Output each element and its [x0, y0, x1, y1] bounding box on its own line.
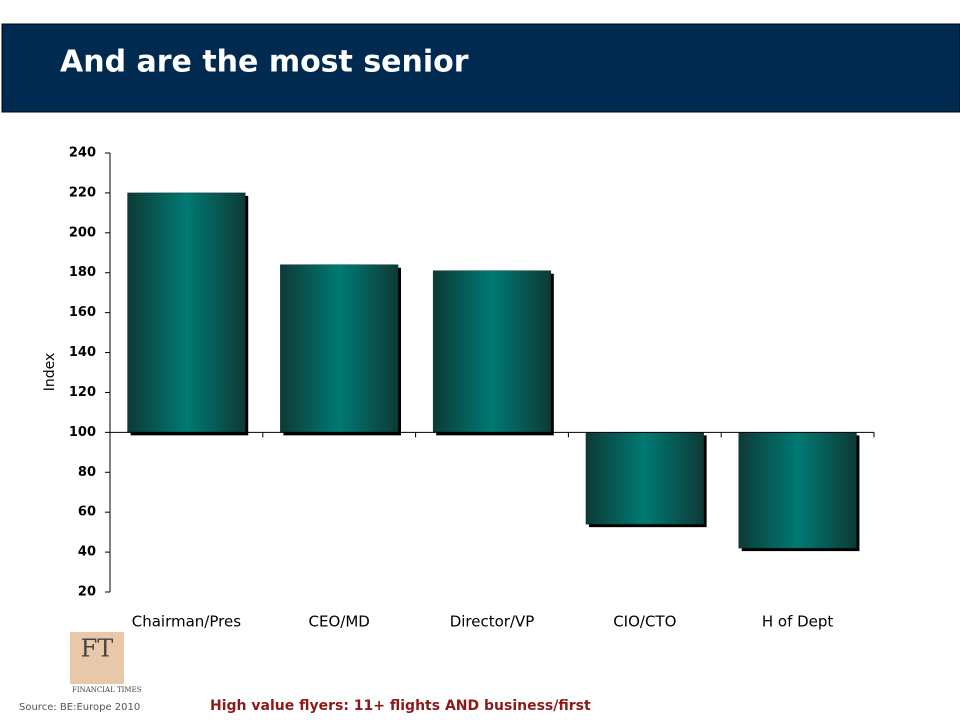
y-tick-label: 220	[69, 185, 96, 200]
bar	[280, 264, 399, 433]
y-axis-label: Index	[42, 353, 58, 392]
x-tick-label: Director/VP	[450, 613, 535, 631]
x-tick-label: H of Dept	[762, 613, 834, 631]
x-tick-label: CIO/CTO	[613, 613, 676, 631]
ft-logo: FT FINANCIAL TIMES	[70, 632, 142, 694]
bar	[585, 432, 704, 525]
y-tick-label: 60	[78, 505, 96, 520]
y-tick-label: 180	[69, 265, 96, 280]
y-tick-label: 100	[69, 425, 96, 440]
bar	[432, 270, 552, 433]
logo-name: FINANCIAL TIMES	[72, 686, 142, 694]
logo-mark: FT	[81, 635, 114, 663]
slide-title: And are the most senior	[60, 45, 469, 80]
bar	[127, 192, 246, 433]
y-tick-label: 40	[78, 545, 96, 560]
x-tick-label: CEO/MD	[309, 613, 370, 631]
x-tick-label: Chairman/Pres	[132, 613, 241, 631]
y-tick-label: 140	[69, 345, 96, 360]
bar	[738, 432, 857, 549]
y-tick-label: 20	[78, 585, 96, 600]
y-tick-label: 120	[69, 385, 96, 400]
footnote: High value flyers: 11+ flights AND busin…	[210, 698, 591, 714]
y-tick-label: 80	[78, 465, 96, 480]
y-tick-label: 200	[69, 225, 96, 240]
y-tick-label: 240	[69, 146, 96, 161]
y-tick-label: 160	[69, 305, 96, 320]
source-note: Source: BE:Europe 2010	[19, 702, 140, 713]
logo-box	[70, 632, 124, 684]
header-band	[1, 23, 960, 113]
